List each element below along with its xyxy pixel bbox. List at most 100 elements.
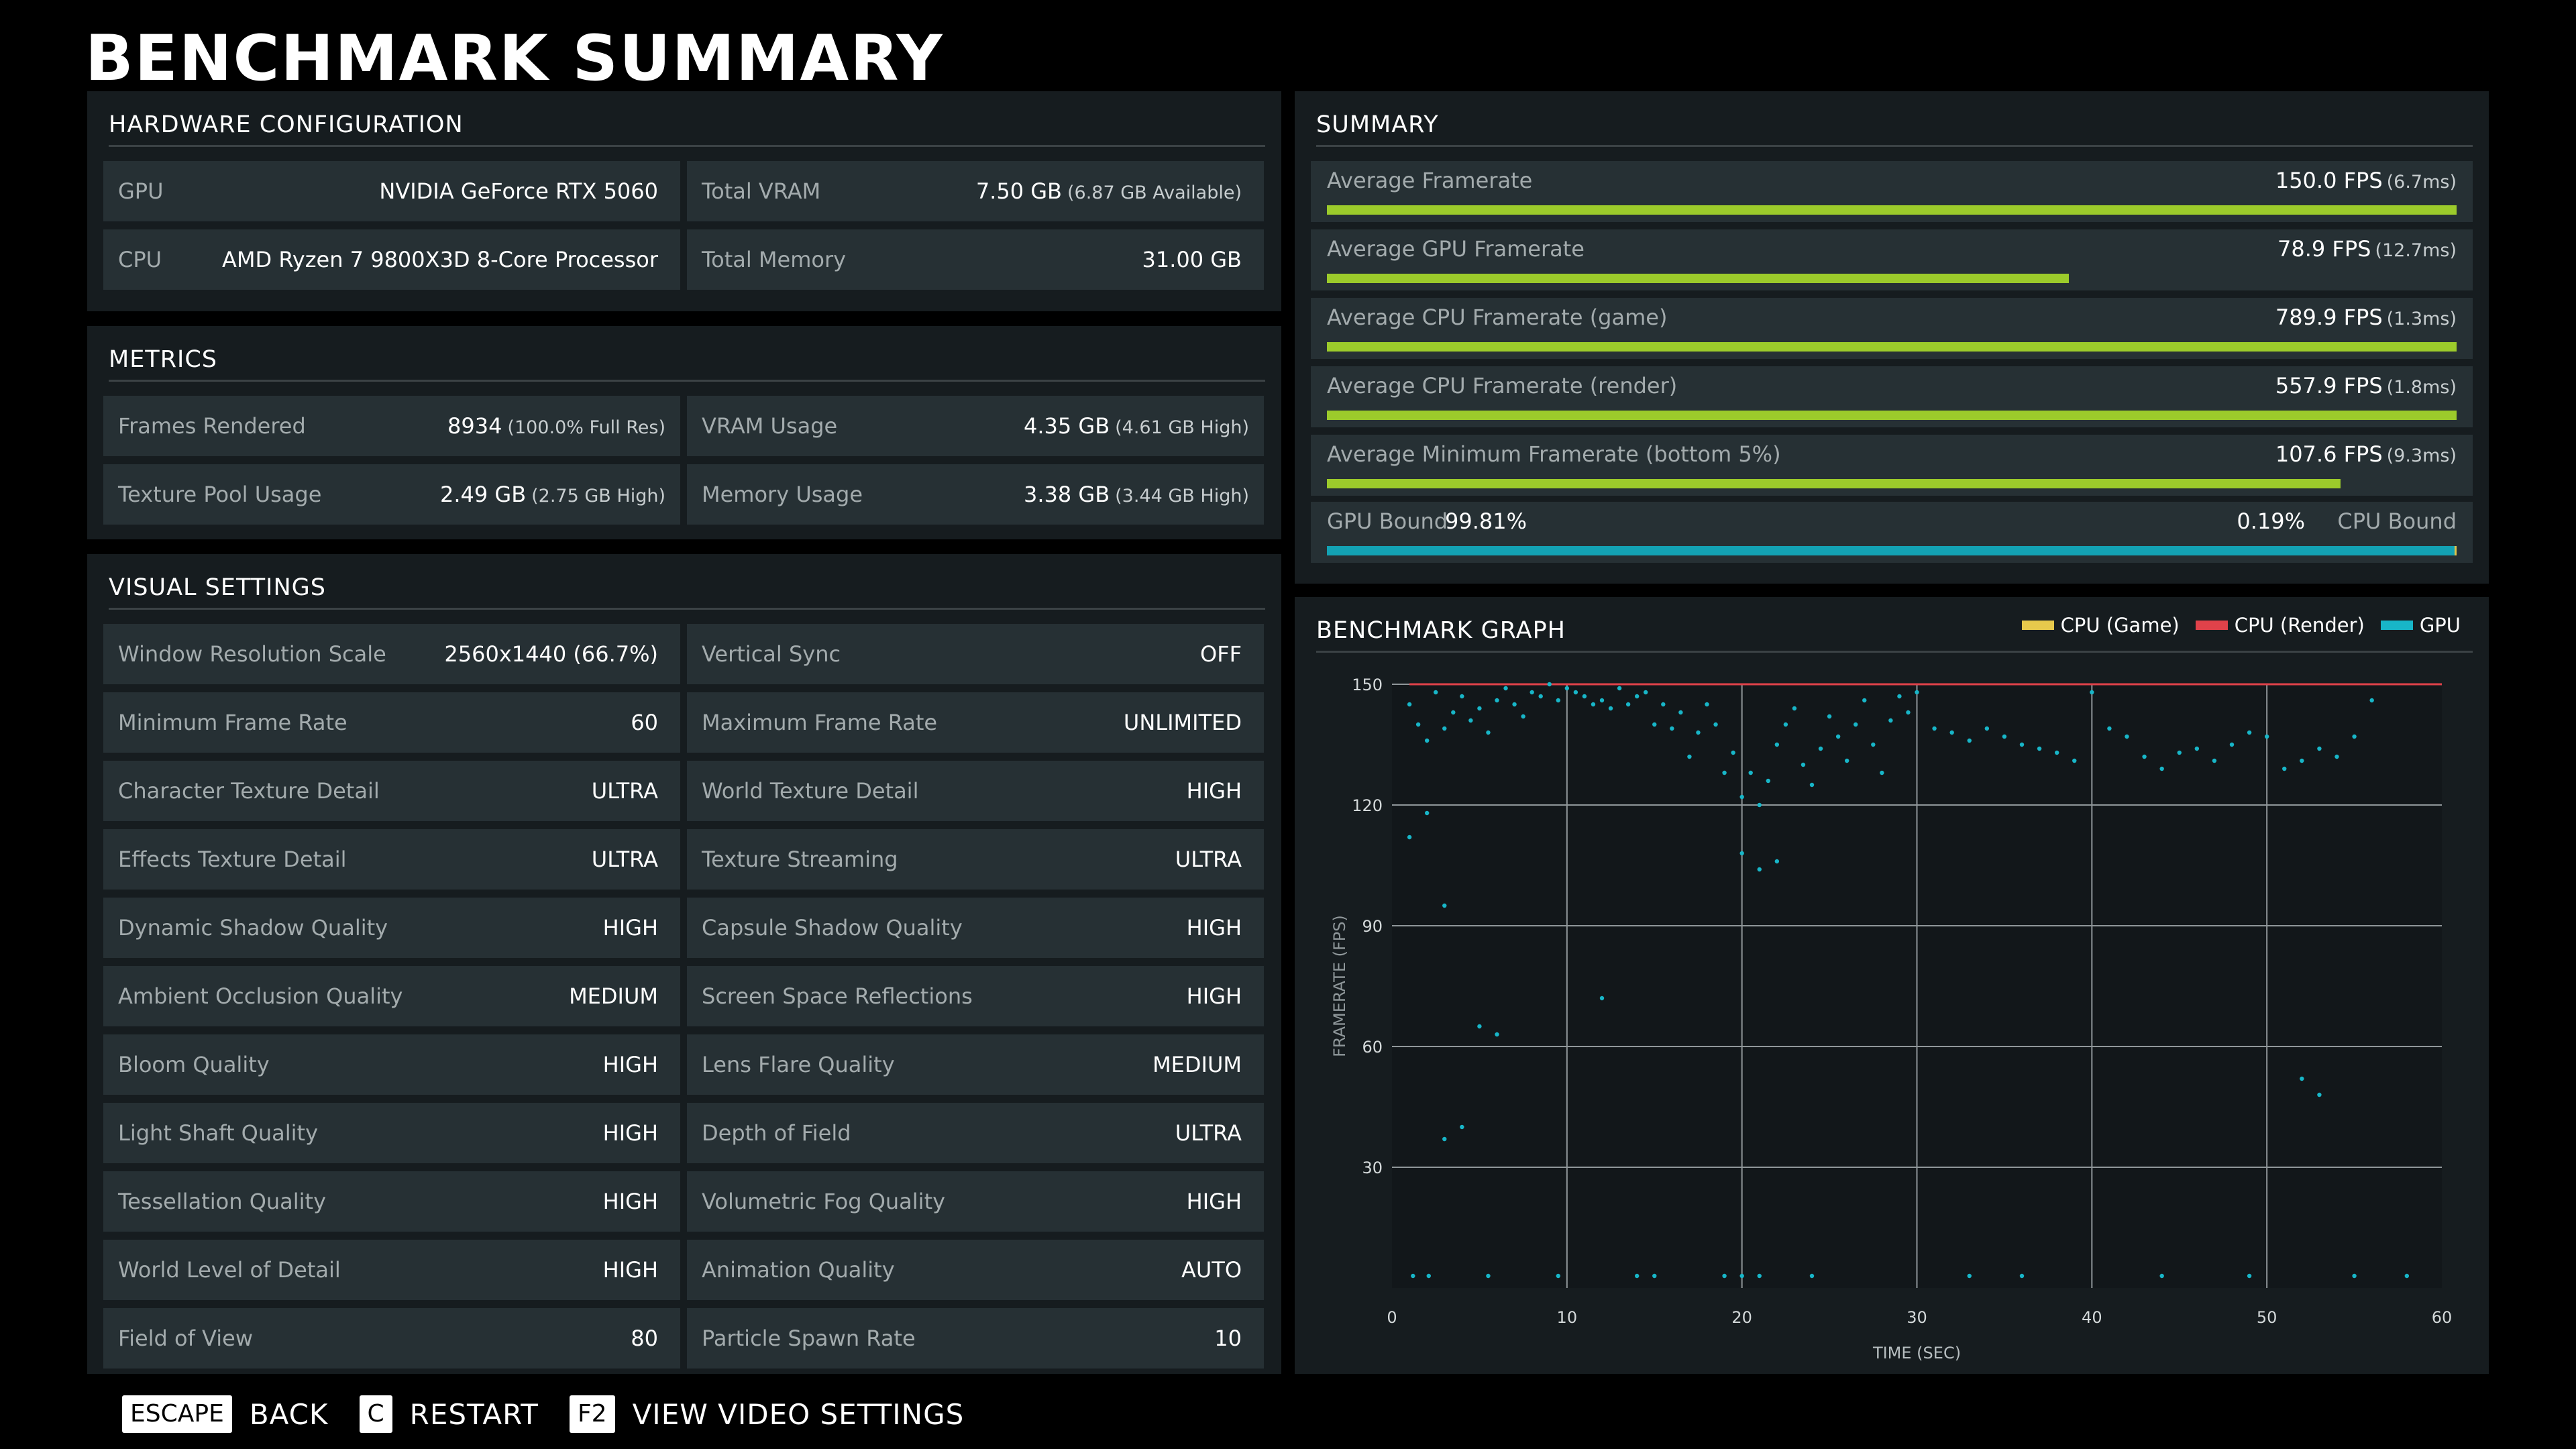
gpu-data-point [1757, 802, 1762, 808]
x-tick-label: 50 [2257, 1308, 2277, 1327]
gpu-data-point [2212, 758, 2217, 763]
gpu-data-point [1670, 726, 1674, 731]
x-tick-label: 0 [1387, 1308, 1397, 1327]
summary-value-sub: (9.3ms) [2386, 445, 2457, 466]
setting-label: Light Shaft Quality [118, 1120, 318, 1146]
setting-label: Lens Flare Quality [702, 1052, 895, 1077]
gpu-data-point [1897, 694, 1902, 699]
setting-value: HIGH [602, 1189, 658, 1214]
gpu-data-point [1766, 778, 1770, 784]
gpu-data-point [2125, 734, 2129, 739]
setting-value: 60 [631, 710, 658, 735]
cpu-bound-pct: 0.19% [2237, 508, 2305, 534]
gpu-data-point [1809, 782, 1815, 788]
cpu-value: AMD Ryzen 7 9800X3D 8-Core Processor [222, 247, 658, 272]
action-view-video-settings[interactable]: VIEW VIDEO SETTINGS [632, 1397, 965, 1431]
gpu-data-point [1512, 702, 1517, 707]
summary-bar [1327, 411, 2457, 420]
action-restart[interactable]: RESTART [409, 1397, 539, 1431]
gpu-data-point [2300, 1076, 2304, 1081]
gpu-data-point [1871, 742, 1876, 747]
memory-label: Total Memory [702, 247, 847, 272]
setting-value: 80 [631, 1326, 658, 1351]
x-tick-label: 10 [1557, 1308, 1578, 1327]
summary-row: Average GPU Framerate 78.9 FPS (12.7ms) [1311, 229, 2473, 290]
setting-value: 10 [1214, 1326, 1242, 1351]
gpu-data-point [1644, 690, 1648, 695]
bound-row: GPU Bound 99.81% 0.19% CPU Bound [1311, 502, 2473, 563]
memory-usage-cell: Memory Usage 3.38 GB (3.44 GB High) [687, 464, 1264, 525]
setting-cell: Maximum Frame Rate UNLIMITED [687, 692, 1264, 753]
gpu-data-point [1477, 706, 1482, 711]
setting-label: Screen Space Reflections [702, 983, 973, 1009]
texture-pool-sub: (2.75 GB High) [531, 486, 665, 506]
setting-cell: Screen Space Reflections HIGH [687, 966, 1264, 1026]
graph-panel: BENCHMARK GRAPH CPU (Game) CPU (Render) GP… [1295, 597, 2489, 1374]
key-hint-escape[interactable]: ESCAPE [122, 1395, 232, 1433]
graph-legend: CPU (Game) CPU (Render) GPU [2006, 612, 2461, 639]
gpu-data-point [1608, 706, 1613, 711]
summary-bar [1327, 342, 2457, 352]
gpu-data-point [1661, 702, 1666, 707]
y-tick-label: 150 [1352, 676, 1383, 694]
summary-value-main: 78.9 FPS [2277, 236, 2371, 262]
gpu-data-point [1625, 702, 1631, 707]
setting-label: Tessellation Quality [118, 1189, 327, 1214]
x-tick-label: 20 [1731, 1308, 1752, 1327]
gpu-data-point [1556, 698, 1560, 703]
x-tick-label: 60 [2432, 1308, 2453, 1327]
x-tick-label: 30 [1907, 1308, 1927, 1327]
summary-value: 78.9 FPS (12.7ms) [2277, 236, 2457, 262]
action-back[interactable]: BACK [249, 1397, 329, 1431]
summary-label: Average Framerate [1327, 168, 1533, 193]
setting-cell: Ambient Occlusion Quality MEDIUM [103, 966, 680, 1026]
gpu-bound-pct: 99.81% [1445, 508, 1527, 534]
gpu-data-point [1809, 1273, 1815, 1279]
y-tick-label: 60 [1362, 1038, 1383, 1057]
frames-cell: Frames Rendered 8934 (100.0% Full Res) [103, 396, 680, 456]
vram-usage-cell: VRAM Usage 4.35 GB (4.61 GB High) [687, 396, 1264, 456]
gpu-data-point [2300, 758, 2304, 763]
gpu-data-point [2282, 766, 2287, 771]
setting-cell: Light Shaft Quality HIGH [103, 1103, 680, 1163]
gpu-data-point [1967, 1273, 1972, 1279]
gpu-data-point [1407, 702, 1412, 707]
setting-label: Particle Spawn Rate [702, 1326, 916, 1351]
setting-value: AUTO [1181, 1257, 1242, 1283]
gpu-data-point [1407, 835, 1412, 840]
setting-cell: Volumetric Fog Quality HIGH [687, 1171, 1264, 1232]
gpu-data-point [2352, 1273, 2357, 1279]
gpu-data-point [1634, 1273, 1640, 1279]
summary-row: Average Minimum Framerate (bottom 5%) 107… [1311, 435, 2473, 496]
setting-cell: Vertical Sync OFF [687, 624, 1264, 684]
gpu-data-point [1967, 738, 1972, 743]
key-hint-c[interactable]: C [359, 1395, 392, 1433]
summary-value: 557.9 FPS (1.8ms) [2275, 373, 2457, 398]
setting-value: UNLIMITED [1123, 710, 1242, 735]
legend-swatch [2380, 621, 2413, 630]
gpu-data-point [1801, 762, 1806, 767]
setting-cell: Capsule Shadow Quality HIGH [687, 898, 1264, 958]
gpu-data-point [1503, 686, 1508, 691]
gpu-data-point [2194, 746, 2200, 751]
vram-usage-main: 4.35 GB [1023, 413, 1110, 439]
gpu-data-point [1460, 1124, 1464, 1130]
summary-value-sub: (1.8ms) [2386, 377, 2457, 398]
setting-label: Animation Quality [702, 1257, 895, 1283]
setting-label: Ambient Occlusion Quality [118, 983, 403, 1009]
summary-value-sub: (1.3ms) [2386, 309, 2457, 329]
gpu-data-point [1862, 698, 1867, 703]
key-hint-f2[interactable]: F2 [569, 1395, 615, 1433]
gpu-data-point [1442, 1136, 1447, 1142]
setting-label: Field of View [118, 1326, 253, 1351]
setting-value: 2560x1440 (66.7%) [444, 641, 658, 667]
vram-value-main: 7.50 GB [975, 178, 1062, 204]
summary-value-main: 150.0 FPS [2275, 168, 2383, 193]
summary-bar [1327, 479, 2341, 488]
gpu-data-point [1521, 714, 1525, 719]
metrics-header: METRICS [109, 339, 1265, 382]
gpu-data-point [1442, 903, 1447, 908]
cpu-bound-bar [2455, 546, 2457, 555]
gpu-data-point [1652, 722, 1657, 727]
vram-value-sub: (6.87 GB Available) [1067, 182, 1242, 203]
